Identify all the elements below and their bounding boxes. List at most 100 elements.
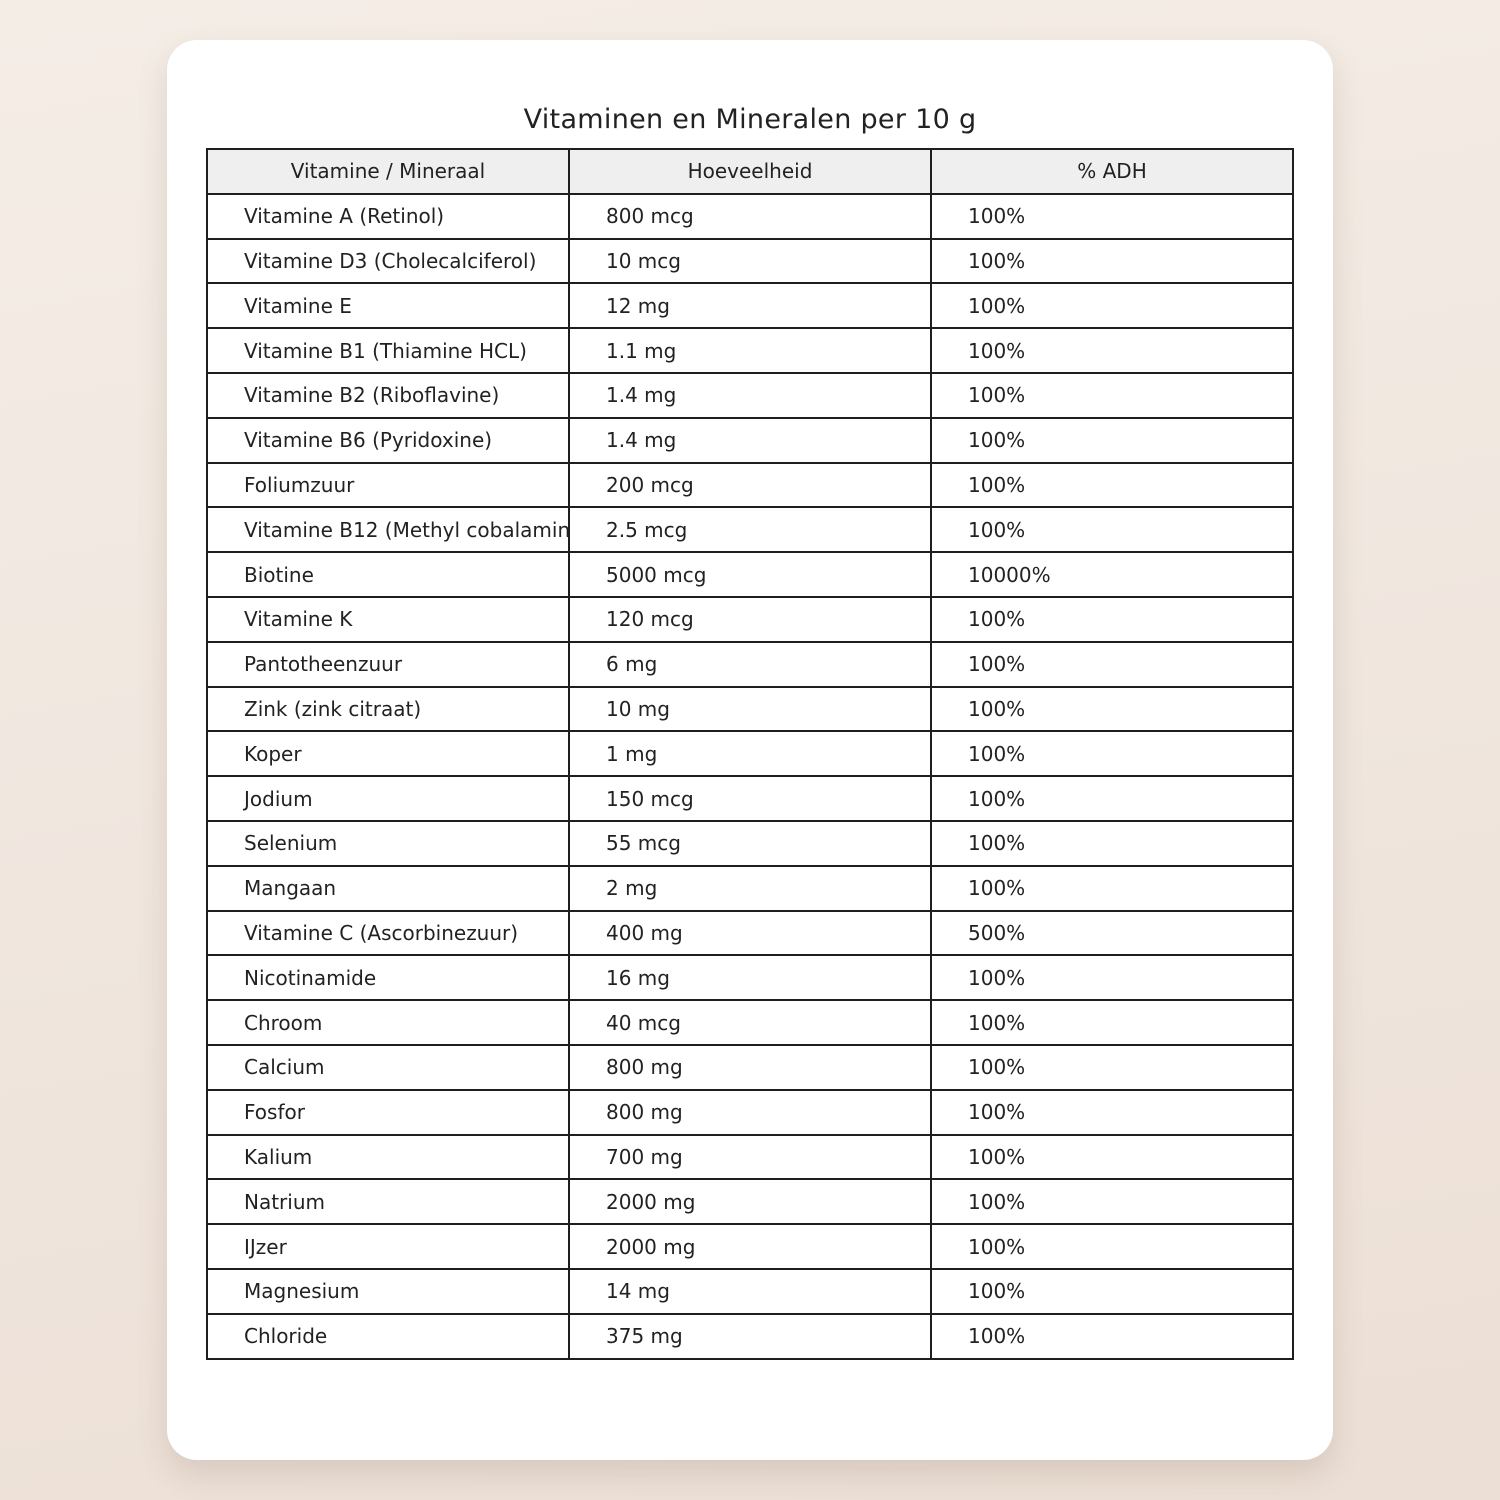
table-cell: 2.5 mcg (568, 506, 932, 554)
table-cell: 100% (930, 327, 1294, 374)
table-cell: 100% (930, 371, 1294, 419)
table-row: Chloride 375 mg 100% (206, 1312, 1294, 1360)
table-cell: 100% (930, 1088, 1294, 1136)
table-cell: 1.4 mg (568, 416, 932, 464)
table-row: Vitamine C (Ascorbinezuur) 400 mg 500% (206, 909, 1294, 957)
table-cell: 800 mg (568, 1043, 932, 1091)
table-cell: 100% (930, 685, 1294, 733)
table-cell: 150 mcg (568, 775, 932, 822)
header-row: Vitamine / Mineraal Hoeveelheid% ADH (206, 148, 1294, 195)
table-cell: 100% (930, 730, 1294, 778)
table-cell: 100% (930, 192, 1294, 240)
table-cell: 100% (930, 416, 1294, 464)
table-cell: 120 mcg (568, 595, 932, 643)
table-cell: Vitamine B1 (Thiamine HCL) (206, 327, 570, 374)
table-cell: 100% (930, 1178, 1294, 1226)
table-cell: 16 mg (568, 954, 932, 1002)
table-cell: Pantotheenzuur (206, 640, 570, 688)
table-row: Biotine 5000 mcg 10000% (206, 551, 1294, 598)
table-cell: 100% (930, 954, 1294, 1002)
table-cell: 100% (930, 1312, 1294, 1360)
table-row: Foliumzuur 200 mcg 100% (206, 461, 1294, 509)
table-cell: Chroom (206, 999, 570, 1046)
table-cell: Koper (206, 730, 570, 778)
table-row: Chroom 40 mcg 100% (206, 999, 1294, 1046)
table-header: Vitamine / Mineraal Hoeveelheid% ADH (206, 148, 1294, 195)
table-cell: Vitamine C (Ascorbinezuur) (206, 909, 570, 957)
table-cell: 2000 mg (568, 1178, 932, 1226)
table-cell: 100% (930, 461, 1294, 509)
table-cell: 100% (930, 282, 1294, 330)
title: Vitaminen en Mineralen per 10 g (523, 104, 977, 135)
table-cell: 1 mg (568, 730, 932, 778)
table-cell: Chloride (206, 1312, 570, 1360)
table-body: Vitamine A (Retinol) 800 mcg 100% Vitamine … (206, 192, 1294, 1360)
table-cell: 2 mg (568, 864, 932, 912)
card: Vitaminen en Mineralen per 10 g Vitamine… (167, 40, 1333, 1460)
table-row: Vitamine D3 (Cholecalciferol) 10 mcg 100% (206, 237, 1294, 285)
table-cell: 375 mg (568, 1312, 932, 1360)
table-cell: 100% (930, 595, 1294, 643)
table-cell: Selenium (206, 819, 570, 867)
table-cell: Vitamine A (Retinol) (206, 192, 570, 240)
table-cell: 100% (930, 1267, 1294, 1315)
table-cell: Magnesium (206, 1267, 570, 1315)
table-cell: Zink (zink citraat) (206, 685, 570, 733)
table-row: Vitamine B1 (Thiamine HCL) 1.1 mg 100% (206, 327, 1294, 374)
table-cell: Vitamine B2 (Riboflavine) (206, 371, 570, 419)
table-row: Natrium 2000 mg 100% (206, 1178, 1294, 1226)
table-row: Mangaan 2 mg 100% (206, 864, 1294, 912)
table-cell: 1.1 mg (568, 327, 932, 374)
table-cell: 100% (930, 999, 1294, 1046)
table-cell: 100% (930, 640, 1294, 688)
table-cell: Vitamine K (206, 595, 570, 643)
table-cell: Calcium (206, 1043, 570, 1091)
table-cell: 100% (930, 819, 1294, 867)
table-cell: 1.4 mg (568, 371, 932, 419)
table-row: Nicotinamide 16 mg 100% (206, 954, 1294, 1002)
table-cell: 2000 mg (568, 1223, 932, 1270)
table-row: Jodium 150 mcg 100% (206, 775, 1294, 822)
table-cell: Mangaan (206, 864, 570, 912)
table-cell: 12 mg (568, 282, 932, 330)
table-cell: 800 mg (568, 1088, 932, 1136)
table-row: Zink (zink citraat) 10 mg 100% (206, 685, 1294, 733)
table-cell: Foliumzuur (206, 461, 570, 509)
table-cell: Vitamine B12 (Methyl cobalamine) (206, 506, 570, 554)
table-row: Vitamine E 12 mg 100% (206, 282, 1294, 330)
table-cell: 55 mcg (568, 819, 932, 867)
table-row: Kalium 700 mg 100% (206, 1133, 1294, 1181)
table-cell: Jodium (206, 775, 570, 822)
table-cell: 100% (930, 1043, 1294, 1091)
table-cell: 700 mg (568, 1133, 932, 1181)
table-cell: 10000% (930, 551, 1294, 598)
table-cell: 400 mg (568, 909, 932, 957)
table-cell: Nicotinamide (206, 954, 570, 1002)
table-row: Vitamine B2 (Riboflavine) 1.4 mg 100% (206, 371, 1294, 419)
header-cell: % ADH (930, 148, 1294, 195)
header-cell: Hoeveelheid (568, 148, 932, 195)
table-cell: 100% (930, 775, 1294, 822)
table-row: IJzer 2000 mg 100% (206, 1223, 1294, 1270)
table-cell: IJzer (206, 1223, 570, 1270)
table-cell: 5000 mcg (568, 551, 932, 598)
table-cell: 500% (930, 909, 1294, 957)
table-cell: 6 mg (568, 640, 932, 688)
table-cell: Fosfor (206, 1088, 570, 1136)
table-row: Fosfor 800 mg 100% (206, 1088, 1294, 1136)
table-row: Vitamine A (Retinol) 800 mcg 100% (206, 192, 1294, 240)
table-cell: Biotine (206, 551, 570, 598)
table-cell: 100% (930, 864, 1294, 912)
table-row: Pantotheenzuur 6 mg 100% (206, 640, 1294, 688)
table-cell: 100% (930, 1223, 1294, 1270)
table-cell: 800 mcg (568, 192, 932, 240)
table-row: Calcium 800 mg 100% (206, 1043, 1294, 1091)
table-cell: 100% (930, 506, 1294, 554)
table-cell: 100% (930, 1133, 1294, 1181)
table-cell: Natrium (206, 1178, 570, 1226)
table-cell: 10 mcg (568, 237, 932, 285)
table-cell: 100% (930, 237, 1294, 285)
table-cell: Vitamine D3 (Cholecalciferol) (206, 237, 570, 285)
